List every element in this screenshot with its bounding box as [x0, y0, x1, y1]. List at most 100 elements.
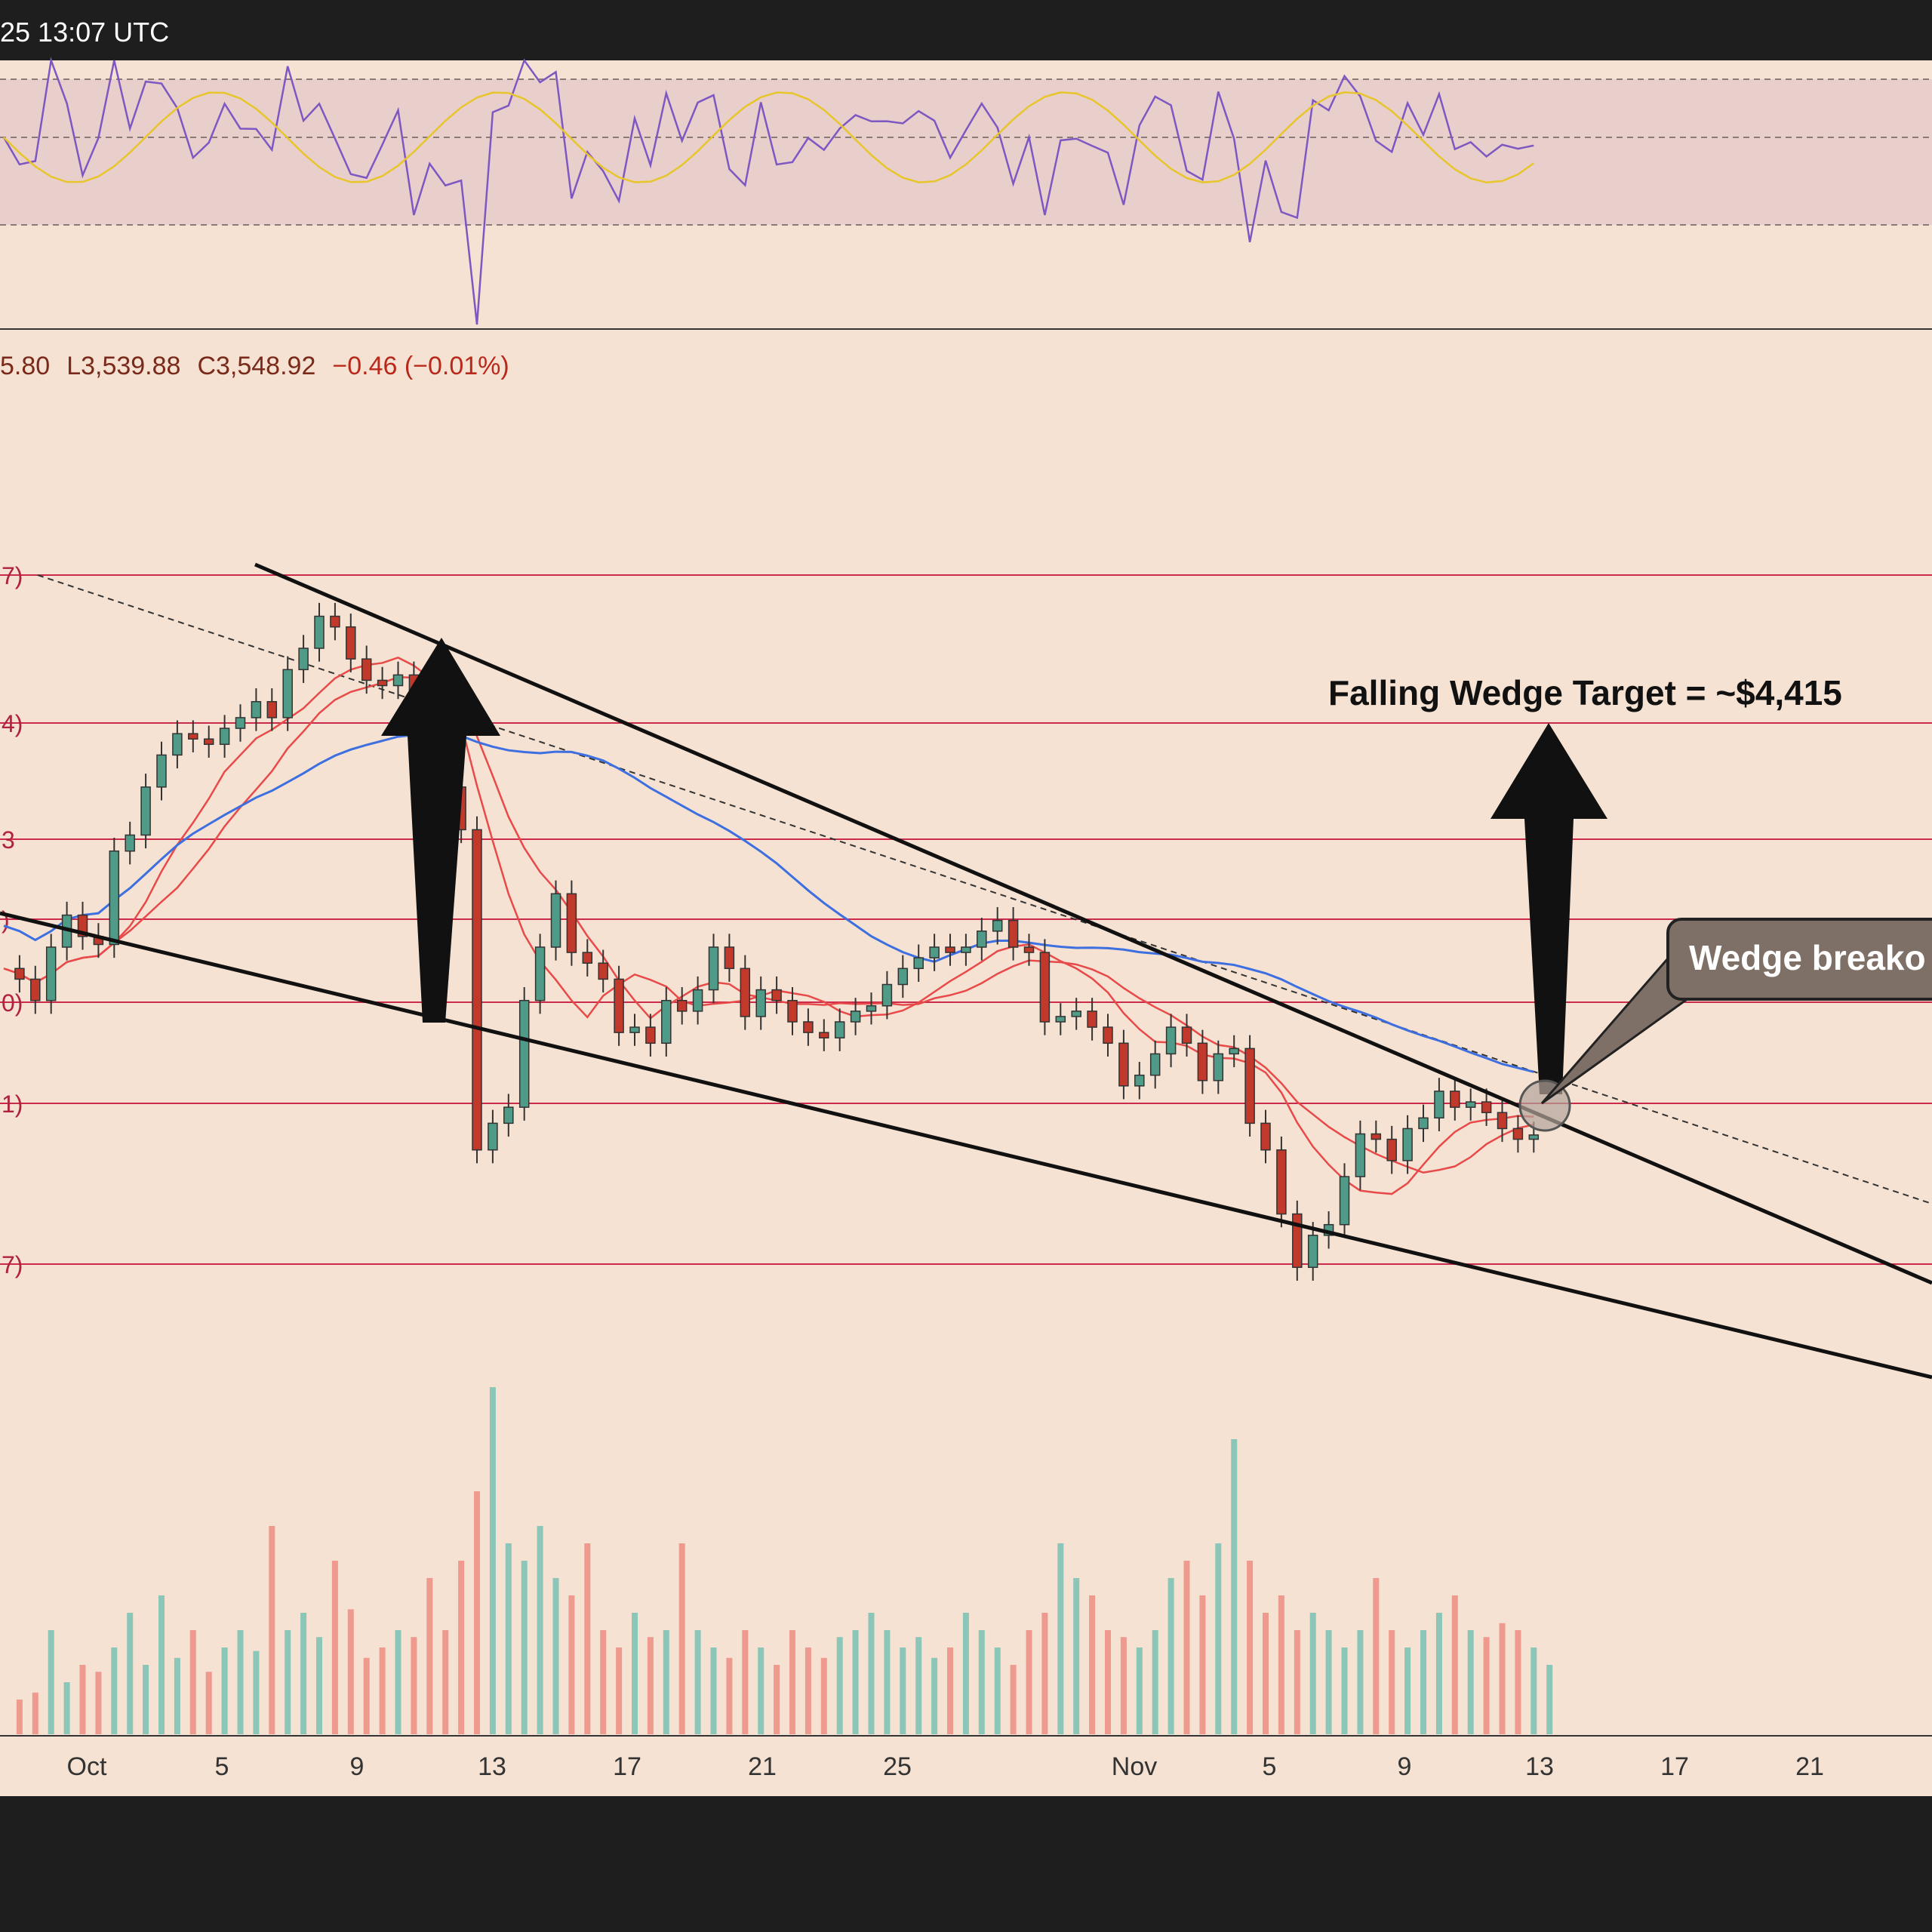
volume-bar	[647, 1637, 654, 1734]
candle-body	[977, 931, 987, 948]
candle-body	[787, 999, 798, 1023]
candle-body	[1023, 946, 1035, 953]
candle-body	[1418, 1117, 1429, 1130]
volume-bar	[474, 1491, 480, 1734]
volume-bar	[742, 1630, 749, 1734]
candle-body	[1118, 1042, 1129, 1087]
volume-bar	[568, 1595, 575, 1734]
volume-bar	[852, 1630, 859, 1734]
candle-body	[1087, 1011, 1097, 1028]
volume-bar	[1278, 1595, 1284, 1734]
volume-bar	[1105, 1630, 1111, 1734]
volume-bar	[820, 1657, 827, 1734]
candle-body	[140, 786, 151, 836]
wedge-lower-line	[0, 911, 1932, 1380]
candle-body	[392, 674, 404, 687]
volume-bar	[774, 1665, 780, 1734]
x-tick-label: 17	[1660, 1752, 1689, 1781]
candle-body	[755, 989, 766, 1017]
candle-body	[834, 1021, 845, 1038]
volume-bar	[947, 1647, 953, 1734]
volume-bar	[1073, 1578, 1080, 1734]
volume-bar	[1152, 1630, 1158, 1734]
x-tick-label: 25	[883, 1752, 912, 1781]
candle-body	[1229, 1048, 1239, 1055]
volume-bar	[205, 1672, 212, 1734]
volume-bar	[1325, 1630, 1332, 1734]
candle-body	[1465, 1101, 1476, 1108]
volume-bar	[143, 1665, 149, 1734]
volume-bar	[174, 1657, 180, 1734]
level-label: 7)	[2, 1251, 23, 1278]
candle-body	[251, 700, 262, 718]
ohlc-close: C3,548.92	[197, 352, 316, 380]
rsi-line	[2, 57, 1534, 325]
x-tick-label: Nov	[1112, 1752, 1157, 1781]
ohlc-readout: 5.80 L3,539.88 C3,548.92 −0.46 (−0.01%)	[0, 352, 526, 381]
volume-bar	[1247, 1561, 1254, 1734]
candle-body	[1371, 1133, 1382, 1140]
volume-bar	[1515, 1630, 1521, 1734]
candle-body	[1149, 1053, 1161, 1076]
candle-body	[676, 999, 688, 1012]
target-label: Falling Wedge Target = ~$4,415	[1328, 673, 1842, 712]
volume-bar	[678, 1543, 685, 1734]
candle-body	[913, 957, 924, 970]
volume-bar	[537, 1526, 543, 1734]
candle-body	[45, 946, 57, 1001]
volume-bar	[1136, 1647, 1143, 1734]
level-label: )	[2, 906, 10, 934]
candle-body	[1244, 1048, 1255, 1124]
candle-body	[992, 919, 1003, 932]
volume-bar	[1120, 1637, 1127, 1734]
volume-bar	[1041, 1613, 1048, 1734]
volume-bar	[868, 1613, 875, 1734]
candle-body	[566, 893, 577, 953]
candle-body	[172, 733, 183, 756]
volume-bar	[1026, 1630, 1032, 1734]
candle-body	[708, 946, 719, 991]
level-label: 1)	[2, 1091, 23, 1118]
rsi-lines	[2, 57, 1535, 325]
candle-body	[1134, 1074, 1145, 1087]
candle-body	[1260, 1122, 1271, 1151]
volume-bar	[32, 1692, 38, 1734]
candle-body	[881, 983, 893, 1007]
x-tick-label: 13	[478, 1752, 506, 1781]
dashed-trendline	[37, 574, 1932, 1204]
rsi-panel	[0, 57, 1932, 330]
x-tick-label: 21	[748, 1752, 777, 1781]
volume-bar	[1294, 1630, 1300, 1734]
x-tick-label: Oct	[67, 1752, 107, 1781]
candle-body	[1165, 1026, 1177, 1055]
breakout-label: Wedge breako	[1689, 938, 1926, 977]
candle-body	[771, 989, 782, 1001]
volume-bar	[552, 1578, 559, 1734]
candle-body	[1103, 1026, 1113, 1044]
bottom-frame	[0, 1796, 1932, 1932]
volume-bar	[789, 1630, 795, 1734]
candle-body	[188, 733, 198, 740]
volume-bar	[426, 1578, 433, 1734]
x-tick-label: 21	[1795, 1752, 1824, 1781]
volume-bar	[1010, 1665, 1017, 1734]
candle-body	[692, 989, 703, 1012]
candle-body	[235, 717, 246, 729]
volume-bar	[331, 1561, 338, 1734]
chart-background	[0, 60, 1932, 1796]
level-label: 3	[2, 826, 15, 854]
ema-long-line	[3, 732, 1534, 1073]
volume-bar	[63, 1682, 70, 1734]
x-tick-label: 9	[350, 1752, 365, 1781]
candle-body	[503, 1106, 514, 1124]
volume-bar	[363, 1657, 370, 1734]
candle-body	[598, 962, 608, 980]
volume-bar	[458, 1561, 465, 1734]
volume-bar	[1183, 1561, 1190, 1734]
candle-body	[661, 999, 672, 1044]
x-axis-ticks: Oct 5 9 13 17 21 25 Nov 5 9 13 17 21	[67, 1752, 1824, 1781]
volume-bar	[95, 1672, 102, 1734]
volume-bar	[1389, 1630, 1395, 1734]
candle-body	[1008, 919, 1019, 948]
candle-body	[961, 946, 971, 953]
